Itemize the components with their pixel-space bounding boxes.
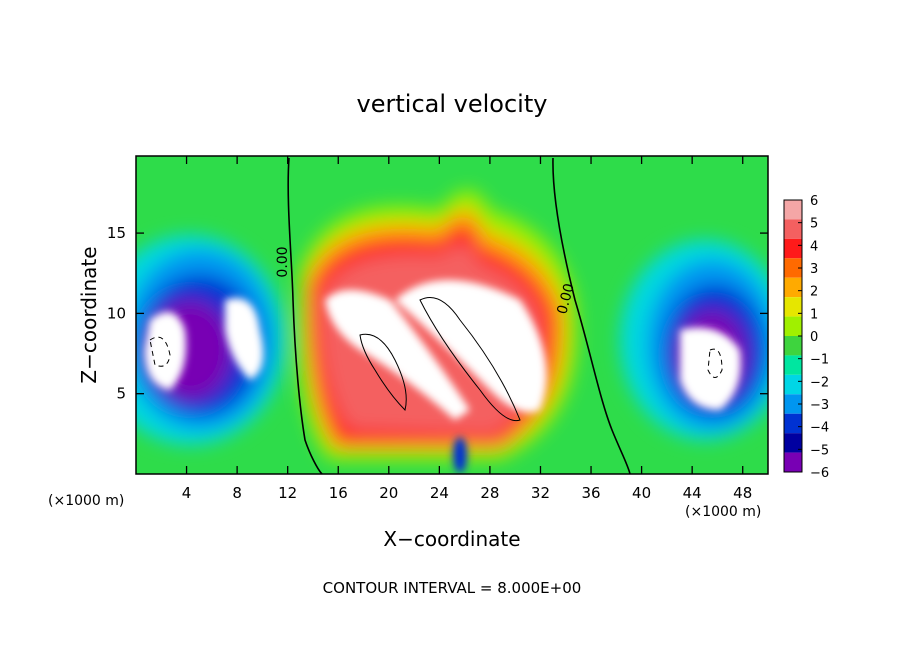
zero-contour-left	[287, 157, 323, 474]
x-tick-label: 4	[182, 484, 192, 502]
zero-contour-label: 0.00	[554, 282, 578, 316]
x-tick-label: 32	[531, 484, 550, 502]
colorbar-label: 0	[810, 330, 818, 345]
colorbar-swatch	[784, 219, 802, 239]
colorbar-label: 6	[810, 194, 818, 209]
x-tick-label: 40	[632, 484, 651, 502]
colorbar-swatch	[784, 277, 802, 298]
x-tick-label: 20	[379, 484, 398, 502]
x-tick-label: 48	[733, 484, 752, 502]
colorbar-swatch	[784, 297, 802, 317]
x-unit-right: (×1000 m)	[685, 504, 761, 520]
x-tick-label: 12	[278, 484, 297, 502]
colorbar-swatch	[784, 258, 802, 278]
colorbar-label: −4	[810, 421, 829, 436]
updraft-contour	[359, 333, 407, 411]
colorbar-label: 2	[810, 285, 818, 300]
y-axis: 5 10 15	[107, 224, 768, 403]
colorbar-swatch	[784, 336, 802, 356]
colorbar-swatch	[784, 452, 802, 472]
colorbar-label: −2	[810, 375, 829, 390]
colorbar-label: −1	[810, 353, 829, 368]
x-axis: 4 8 12 16 20 24 28 32 36 40 44 48	[182, 156, 752, 502]
colorbar-label: −6	[810, 466, 829, 481]
updraft-contour	[419, 297, 521, 422]
plot-frame	[135, 155, 769, 475]
colorbar-label: 3	[810, 262, 818, 277]
colorbar-swatch	[784, 316, 802, 336]
y-tick-label: 10	[107, 304, 126, 322]
y-tick-label: 15	[107, 224, 126, 242]
zero-contour-right	[552, 157, 631, 474]
chart-title: vertical velocity	[357, 90, 548, 118]
x-tick-label: 16	[329, 484, 348, 502]
colorbar-swatch	[784, 394, 802, 414]
colorbar: 6 5 4 3 2 1 0 −1 −2 −3 −4 −5 −6	[783, 194, 829, 481]
heatmap-field	[136, 156, 768, 474]
y-tick-label: 5	[116, 385, 126, 403]
downdraft-contour	[149, 336, 171, 367]
x-tick-label: 44	[683, 484, 702, 502]
colorbar-label: 1	[810, 307, 818, 322]
zero-contour-label: 0.00	[275, 246, 291, 277]
x-unit-left: (×1000 m)	[48, 493, 124, 509]
colorbar-label: −5	[810, 443, 829, 458]
colorbar-swatch	[784, 238, 802, 259]
x-axis-title: X−coordinate	[383, 527, 520, 551]
x-tick-label: 28	[480, 484, 499, 502]
colorbar-swatch	[784, 200, 802, 220]
colorbar-swatch	[784, 433, 802, 453]
colorbar-label: 4	[810, 239, 818, 254]
colorbar-swatch	[784, 355, 802, 375]
contour-interval-footer: CONTOUR INTERVAL = 8.000E+00	[323, 579, 582, 597]
x-tick-label: 36	[581, 484, 600, 502]
colorbar-label: −3	[810, 398, 829, 413]
colorbar-label: 5	[810, 217, 818, 232]
x-tick-label: 24	[430, 484, 449, 502]
y-axis-title: Z−coordinate	[77, 246, 101, 383]
colorbar-swatch	[784, 413, 802, 434]
colorbar-swatch	[784, 374, 802, 395]
x-tick-label: 8	[232, 484, 242, 502]
downdraft-contour	[707, 348, 723, 378]
